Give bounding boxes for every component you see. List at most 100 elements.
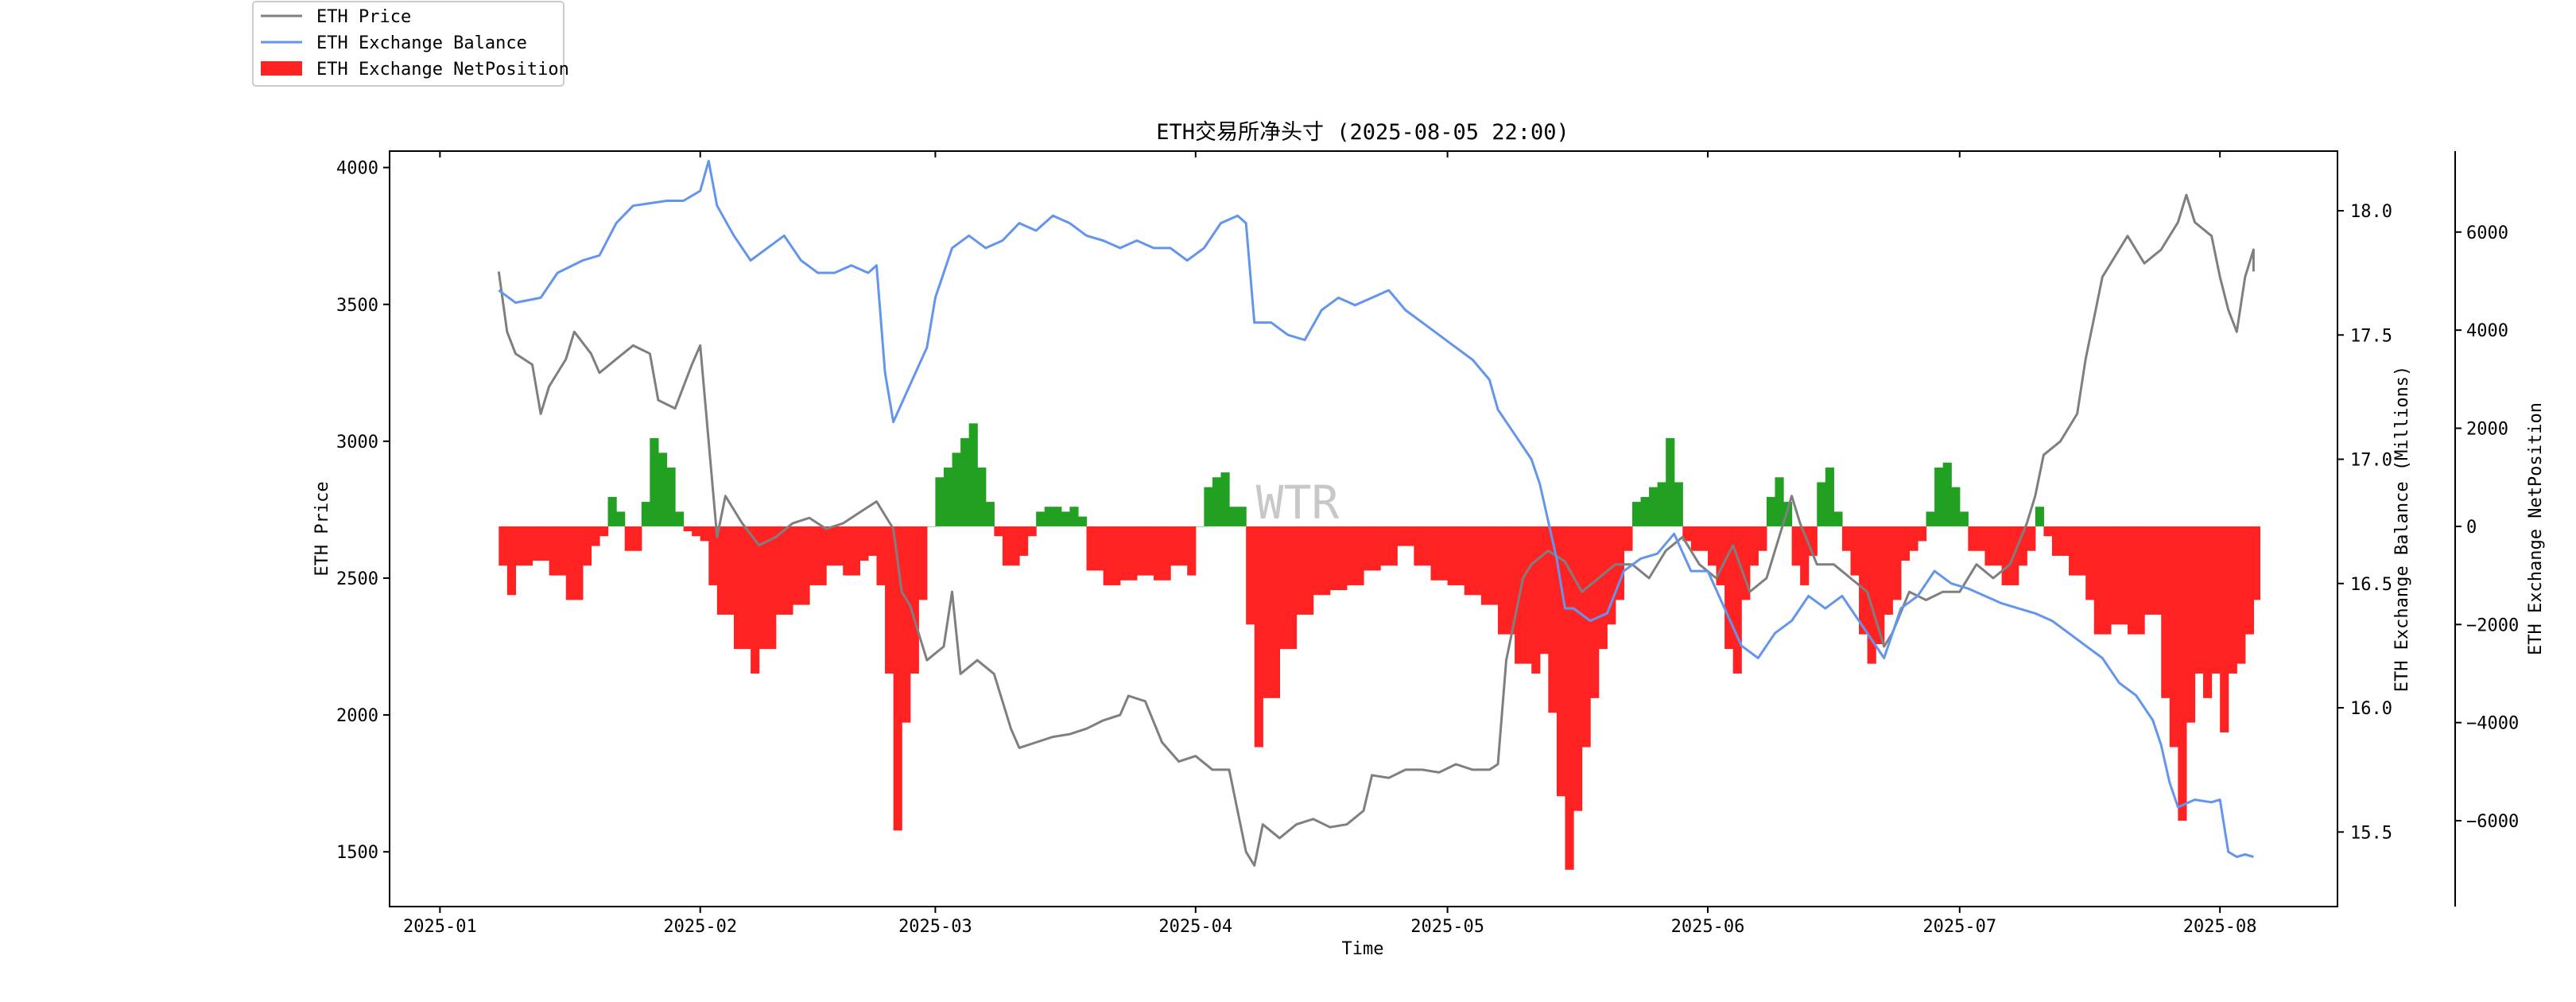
netposition-bar [1380, 526, 1398, 566]
netposition-bar [1841, 526, 1852, 551]
netposition-bar [1649, 487, 1658, 526]
netposition-bar [893, 526, 902, 831]
netposition-tick-label: 2000 [2466, 420, 2508, 440]
netposition-bar [1397, 526, 1414, 546]
x-tick-label: 2025-03 [898, 917, 972, 937]
netposition-bar [1951, 487, 1961, 526]
netposition-bar [1212, 477, 1222, 526]
netposition-bar [968, 423, 978, 526]
netposition-bar [1850, 526, 1860, 576]
netposition-bar [2069, 526, 2086, 576]
legend-label: ETH Exchange NetPosition [316, 60, 569, 80]
netposition-bar [2093, 526, 2112, 635]
netposition-bar [675, 511, 685, 526]
netposition-bar [1464, 526, 1482, 596]
netposition-bar [758, 526, 777, 650]
legend-label: ETH Exchange Balance [316, 33, 527, 53]
netposition-bar [733, 526, 751, 650]
balance-tick-label: 16.5 [2350, 575, 2392, 595]
netposition-bar [1741, 526, 1751, 600]
netposition-bar [591, 526, 600, 546]
price-tick-label: 2500 [336, 569, 378, 589]
legend-box [252, 1, 564, 87]
netposition-bar [1724, 526, 1734, 650]
balance-tick-label: 16.0 [2350, 699, 2392, 719]
netposition-tick-label: −6000 [2466, 812, 2519, 832]
netposition-bar [1825, 467, 1834, 526]
netposition-bar [1808, 526, 1818, 556]
netposition-bar [1027, 526, 1037, 537]
netposition-bar [859, 526, 869, 561]
netposition-bar [935, 477, 945, 526]
balance-line [498, 160, 2254, 858]
price-axis-label: ETH Price [312, 481, 332, 576]
netposition-bar [2194, 526, 2204, 674]
netposition-bar [1086, 526, 1104, 571]
balance-tick-label: 18.0 [2350, 202, 2392, 222]
x-tick-label: 2025-01 [403, 917, 477, 937]
netposition-bar [1590, 526, 1600, 698]
chart-title: ETH交易所净头寸 (2025-08-05 22:00) [1156, 120, 1569, 145]
netposition-bar [641, 502, 650, 526]
netposition-bar [2211, 526, 2221, 674]
netposition-bar [549, 526, 567, 576]
legend-swatch [261, 61, 302, 76]
netposition-bar [716, 526, 735, 615]
netposition-bar [910, 526, 919, 674]
netposition-bar [582, 526, 592, 566]
netposition-bar [2161, 526, 2171, 698]
netposition-bar [624, 526, 642, 551]
netposition-bar [1497, 526, 1515, 635]
netposition-bar [985, 502, 995, 526]
netposition-bar [1019, 526, 1029, 556]
price-line [497, 193, 2255, 867]
netposition-bar [692, 526, 701, 537]
netposition-bar [1859, 526, 1868, 635]
netposition-bar [1800, 526, 1810, 585]
netposition-bars [499, 423, 2260, 870]
netposition-bar [2203, 526, 2213, 698]
netposition-bar [876, 526, 886, 585]
netposition-tick-label: 4000 [2466, 321, 2508, 341]
netposition-bar [515, 526, 533, 566]
price-tick-label: 2000 [336, 706, 378, 726]
netposition-bar [1279, 526, 1298, 650]
netposition-bar [1430, 526, 1449, 581]
netposition-bar [1892, 526, 1902, 600]
netposition-bar [2220, 526, 2229, 733]
netposition-bar [1598, 526, 1608, 650]
netposition-bar [2178, 526, 2187, 821]
netposition-bar [1036, 511, 1046, 526]
netposition-bar [943, 467, 953, 526]
netposition-bar [1732, 526, 1742, 674]
netposition-bar [843, 526, 860, 576]
netposition-bar [708, 526, 718, 585]
netposition-bar [666, 467, 676, 526]
netposition-bar [1615, 526, 1624, 600]
netposition-bar [2027, 526, 2036, 551]
netposition-bar [826, 526, 844, 566]
netposition-tick-label: −2000 [2466, 616, 2519, 635]
netposition-bar [1917, 526, 1927, 542]
netposition-bar [1766, 496, 1776, 526]
netposition-bar [1414, 526, 1432, 566]
netposition-bar [2035, 507, 2044, 526]
price-tick-label: 1500 [336, 843, 378, 863]
netposition-bar [775, 526, 793, 615]
netposition-bar [2001, 526, 2019, 585]
netposition-bar [952, 452, 961, 526]
balance-tick-label: 15.5 [2350, 823, 2392, 843]
x-tick-label: 2025-04 [1158, 917, 1232, 937]
netposition-bar [1984, 526, 2003, 566]
netposition-bar [1480, 526, 1499, 605]
netposition-bar [1607, 526, 1616, 625]
netposition-bar [1296, 526, 1314, 615]
netposition-bar [2110, 526, 2128, 625]
netposition-bar [506, 526, 517, 596]
line-series [497, 160, 2255, 867]
legend: ETH Price ETH Exchange Balance ETH Exchang… [252, 1, 569, 87]
x-tick-label: 2025-05 [1410, 917, 1484, 937]
netposition-bar [1329, 526, 1348, 591]
watermark: WTR [1256, 476, 1340, 530]
balance-axis-label: ETH Exchange Balance (Millions) [2392, 366, 2412, 693]
